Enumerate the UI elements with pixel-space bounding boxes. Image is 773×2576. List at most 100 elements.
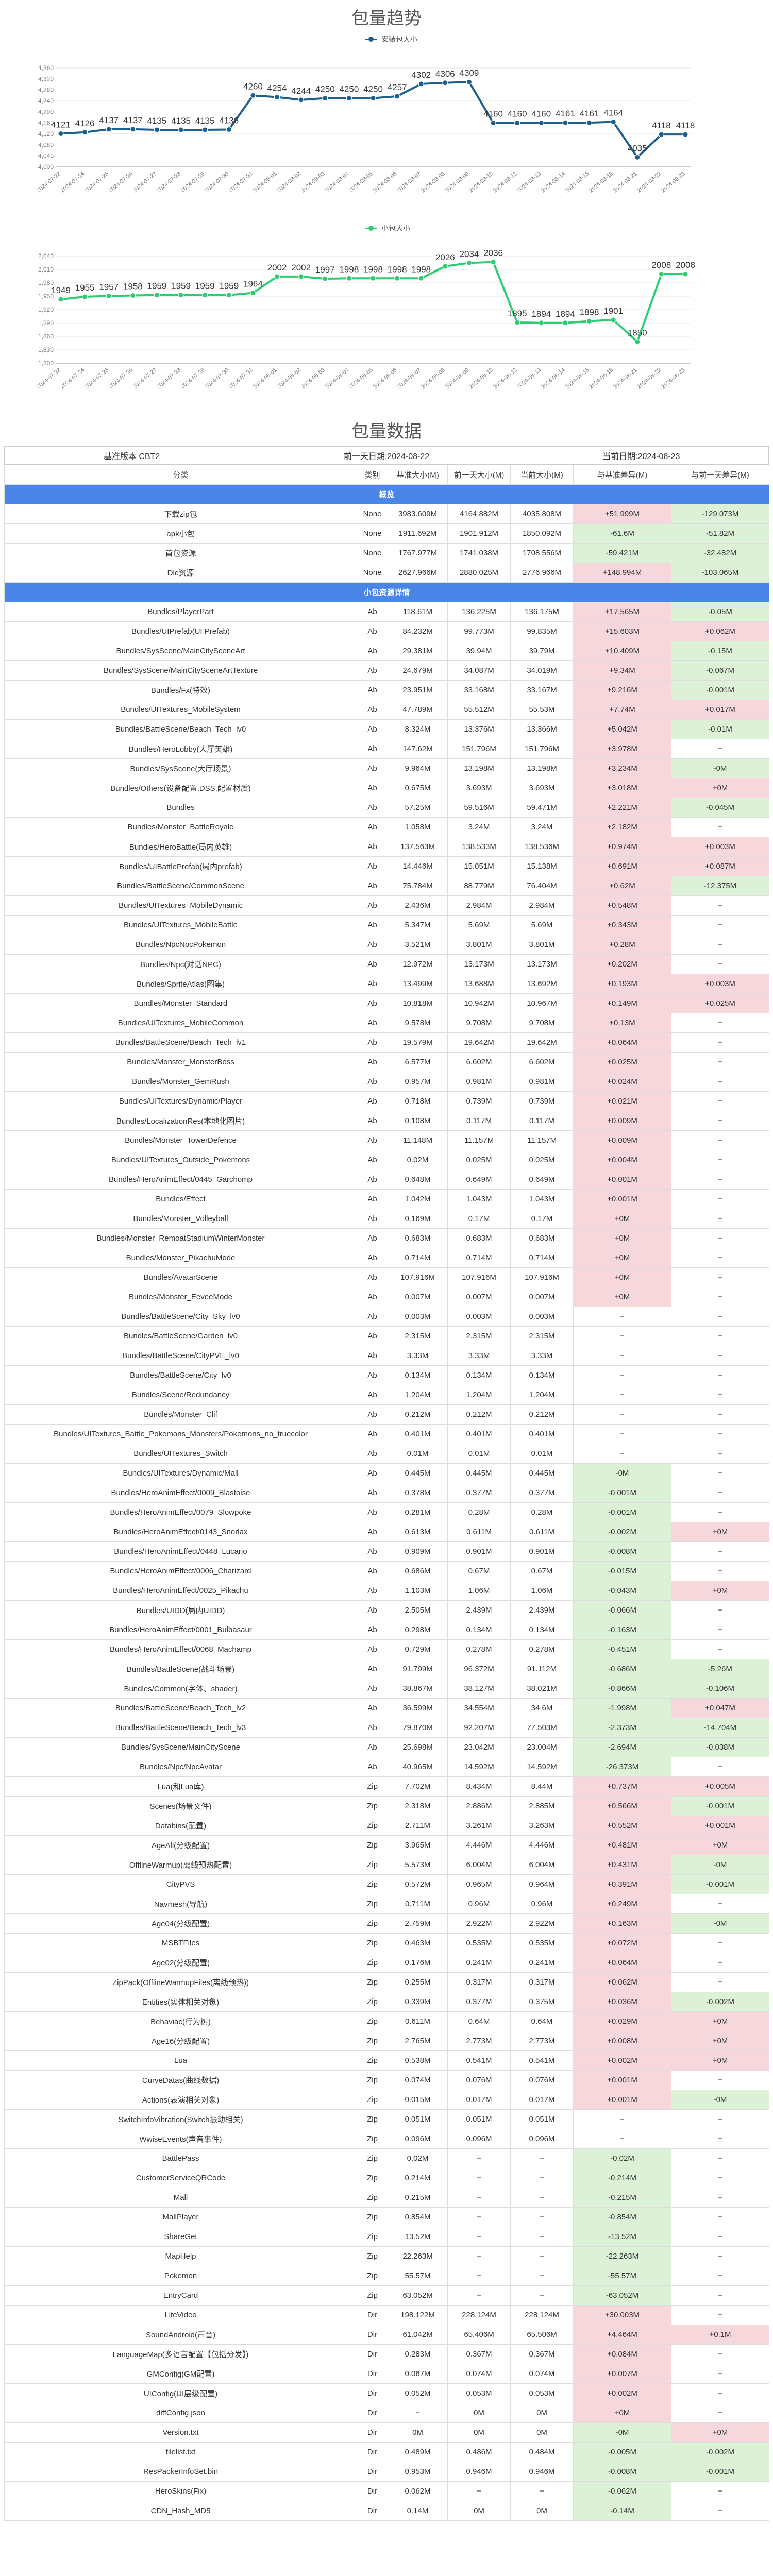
chart1-data-point[interactable]: [634, 154, 641, 160]
table-row[interactable]: Bundles/UITextures_MobileCommon Ab 9.578M 9…: [4, 1013, 769, 1033]
table-row[interactable]: ResPackerInfoSet.bin Dir 0.953M 0.946M 0.946…: [4, 2462, 769, 2482]
table-row[interactable]: Actions(表演相关对象) Zip 0.015M 0.017M 0.017M +0.0…: [4, 2090, 769, 2110]
chart2-data-point[interactable]: [154, 292, 160, 298]
chart2-data-point[interactable]: [274, 274, 280, 280]
chart1-data-point[interactable]: [130, 126, 136, 132]
table-row[interactable]: Entities(实体相关对象) Zip 0.339M 0.377M 0.375M +0.…: [4, 1992, 769, 2012]
table-row[interactable]: CityPVS Zip 0.572M 0.965M 0.964M +0.391M -0.00…: [4, 1874, 769, 1894]
chart1-data-point[interactable]: [562, 120, 568, 126]
table-row[interactable]: Bundles/HeroAnimEffect/0079_Slowpoke Ab 0.…: [4, 1502, 769, 1522]
table-row[interactable]: filelist.txt Dir 0.489M 0.486M 0.484M -0.005M…: [4, 2442, 769, 2462]
chart1-data-point[interactable]: [682, 131, 688, 138]
table-row[interactable]: ShareGet Zip 13.52M − − -13.52M −: [4, 2227, 769, 2247]
table-row[interactable]: CurveDatas(曲线数据) Zip 0.074M 0.076M 0.076M +0.…: [4, 2070, 769, 2090]
table-row[interactable]: Bundles/Fx(特效) Ab 23.951M 33.168M 33.167M +9.…: [4, 680, 769, 700]
chart2-data-point[interactable]: [682, 271, 688, 277]
table-row[interactable]: Bundles Ab 57.25M 59.516M 59.471M +2.221M -0.0…: [4, 798, 769, 818]
table-row[interactable]: Bundles/Monster_EeveeMode Ab 0.007M 0.007M 0…: [4, 1287, 769, 1307]
table-row[interactable]: Mall Zip 0.215M − − -0.215M −: [4, 2188, 769, 2208]
chart2-data-point[interactable]: [610, 317, 616, 323]
chart1-data-point[interactable]: [82, 129, 88, 135]
chart2-data-point[interactable]: [394, 275, 400, 281]
table-row[interactable]: Bundles/BattleScene/Beach_Tech_lv3 Ab 79.8…: [4, 1718, 769, 1738]
chart2-data-point[interactable]: [322, 276, 328, 282]
table-row[interactable]: Bundles/BattleScene/Beach_Tech_lv0 Ab 8.32…: [4, 719, 769, 739]
table-row[interactable]: 首包资源 None 1767.977M 1741.038M 1708.556M -59.4…: [4, 543, 769, 563]
table-row[interactable]: Bundles/HeroAnimEffect/0006_Charizard Ab 0…: [4, 1561, 769, 1581]
table-row[interactable]: apk小包 None 1911.692M 1901.912M 1850.092M -61.…: [4, 523, 769, 544]
table-row[interactable]: MapHelp Zip 22.263M − − -22.263M −: [4, 2246, 769, 2266]
chart2-data-point[interactable]: [106, 293, 112, 299]
table-row[interactable]: Bundles/BattleScene/City_Sky_lv0 Ab 0.003M…: [4, 1307, 769, 1327]
chart2-data-point[interactable]: [346, 275, 352, 281]
table-row[interactable]: Bundles/BattleScene/Beach_Tech_lv2 Ab 36.5…: [4, 1698, 769, 1718]
chart2-data-point[interactable]: [442, 263, 448, 269]
table-row[interactable]: Bundles/Monster_RemoatStadiumWinterMonst…: [4, 1228, 769, 1248]
table-row[interactable]: Bundles/HeroBattle(局内英雄) Ab 137.563M 138.53…: [4, 837, 769, 857]
table-row[interactable]: Age02(分级配置) Zip 0.176M 0.241M 0.241M +0.064M −: [4, 1953, 769, 1973]
table-row[interactable]: SwitchInfoVibration(Switch振动相关) Zip 0.051M…: [4, 2109, 769, 2129]
chart1-data-point[interactable]: [586, 120, 593, 126]
table-row[interactable]: 下载zip包 None 3983.609M 4164.882M 4035.808M +51…: [4, 504, 769, 524]
chart2-data-point[interactable]: [130, 293, 136, 299]
table-row[interactable]: Bundles/HeroAnimEffect/0009_Blastoise Ab 0…: [4, 1483, 769, 1503]
chart1-data-point[interactable]: [610, 119, 616, 125]
table-row[interactable]: Bundles/HeroAnimEffect/0001_Bulbasaur Ab 0…: [4, 1620, 769, 1640]
table-row[interactable]: CDN_Hash_MD5 Dir 0.14M 0M 0M -0.14M −: [4, 2501, 769, 2521]
chart1-data-point[interactable]: [178, 127, 184, 133]
table-row[interactable]: Dlc资源 None 2627.966M 2880.025M 2776.966M +148…: [4, 563, 769, 583]
table-row[interactable]: Version.txt Dir 0M 0M 0M -0M +0M: [4, 2422, 769, 2443]
table-row[interactable]: OfflineWarmup(离线预热配置) Zip 5.573M 6.004M 6.00…: [4, 1855, 769, 1875]
table-row[interactable]: ZipPack(OfflineWarmupFiles(离线预热)) Zip 0.25…: [4, 1972, 769, 1992]
table-row[interactable]: Databins(配置) Zip 2.711M 3.261M 3.263M +0.552M…: [4, 1816, 769, 1836]
table-row[interactable]: Bundles/Monster_PikachuMode Ab 0.714M 0.714…: [4, 1248, 769, 1268]
chart2-data-point[interactable]: [634, 338, 641, 345]
chart2-data-point[interactable]: [250, 290, 256, 296]
table-row[interactable]: Bundles/BattleScene/City_lv0 Ab 0.134M 0.13…: [4, 1365, 769, 1385]
table-row[interactable]: Bundles/HeroAnimEffect/0445_Garchomp Ab 0.…: [4, 1170, 769, 1190]
table-row[interactable]: Bundles/UITextures_Battle_Pokemons_Monst…: [4, 1424, 769, 1444]
table-row[interactable]: Lua(和Lua库) Zip 7.702M 8.434M 8.44M +0.737M +0.…: [4, 1776, 769, 1797]
chart2-data-point[interactable]: [466, 260, 472, 266]
table-row[interactable]: UIConfig(UI层级配置) Dir 0.052M 0.053M 0.053M +0.…: [4, 2383, 769, 2403]
chart1-data-point[interactable]: [226, 126, 232, 132]
chart1-data-point[interactable]: [466, 79, 472, 85]
table-row[interactable]: Bundles/UITextures_MobileBattle Ab 5.347M 5…: [4, 915, 769, 935]
chart1-legend[interactable]: 安装包大小: [365, 35, 417, 43]
chart2-data-point[interactable]: [202, 292, 208, 298]
chart2-data-point[interactable]: [298, 274, 304, 280]
chart1-data-point[interactable]: [250, 92, 256, 98]
table-row[interactable]: Bundles/Monster_Clif Ab 0.212M 0.212M 0.212M…: [4, 1404, 769, 1425]
table-row[interactable]: SoundAndroid(声音) Dir 61.042M 65.406M 65.506M…: [4, 2325, 769, 2345]
table-row[interactable]: Bundles/Monster_BattleRoyale Ab 1.058M 3.24…: [4, 817, 769, 837]
table-row[interactable]: Bundles/BattleScene(战斗场景) Ab 91.799M 96.372…: [4, 1659, 769, 1679]
table-row[interactable]: Bundles/Monster_MonsterBoss Ab 6.577M 6.602…: [4, 1052, 769, 1072]
table-row[interactable]: Scenes(场景文件) Zip 2.318M 2.886M 2.885M +0.566M…: [4, 1796, 769, 1816]
table-row[interactable]: Bundles/PlayerPart Ab 118.61M 136.225M 136.1…: [4, 602, 769, 622]
table-row[interactable]: Bundles/SysScene/MainCityScene Ab 25.698M 2…: [4, 1737, 769, 1757]
table-row[interactable]: LiteVideo Dir 198.122M 228.124M 228.124M +30.…: [4, 2305, 769, 2325]
chart2-legend[interactable]: 小包大小: [365, 224, 410, 232]
table-row[interactable]: Age16(分级配置) Zip 2.765M 2.773M 2.773M +0.008M +…: [4, 2031, 769, 2051]
table-row[interactable]: EntryCard Zip 63.052M − − -63.052M −: [4, 2285, 769, 2306]
table-row[interactable]: Bundles/Npc/NpcAvatar Ab 40.965M 14.592M 14.…: [4, 1757, 769, 1777]
table-row[interactable]: Bundles/BattleScene/Beach_Tech_lv1 Ab 19.5…: [4, 1032, 769, 1053]
table-row[interactable]: Bundles/UITextures_Outside_Pokemons Ab 0.0…: [4, 1150, 769, 1170]
chart2-data-point[interactable]: [178, 292, 184, 298]
table-row[interactable]: WwiseEvents(声音事件) Zip 0.096M 0.096M 0.096M − −: [4, 2129, 769, 2149]
table-row[interactable]: Bundles/BattleScene/CommonScene Ab 75.784M…: [4, 876, 769, 896]
table-row[interactable]: Bundles/HeroAnimEffect/0025_Pikachu Ab 1.1…: [4, 1581, 769, 1601]
chart1-data-point[interactable]: [418, 81, 424, 87]
chart1-data-point[interactable]: [490, 120, 496, 126]
table-row[interactable]: Bundles/HeroAnimEffect/0448_Lucario Ab 0.9…: [4, 1541, 769, 1562]
table-row[interactable]: Bundles/Monster_GemRush Ab 0.957M 0.981M 0.9…: [4, 1072, 769, 1092]
table-row[interactable]: Navmesh(导航) Zip 0.711M 0.96M 0.96M +0.249M −: [4, 1894, 769, 1914]
table-row[interactable]: Bundles/UITextures_MobileSystem Ab 47.789M…: [4, 700, 769, 720]
chart1-data-point[interactable]: [58, 130, 64, 137]
chart1-data-point[interactable]: [514, 120, 520, 126]
table-row[interactable]: Bundles/UITextures/Dynamic/Player Ab 0.718…: [4, 1091, 769, 1111]
table-row[interactable]: HeroSkins(Fix) Dir 0.062M − − -0.062M −: [4, 2481, 769, 2501]
table-row[interactable]: Bundles/LocalizationRes(本地化图片) Ab 0.108M 0.…: [4, 1111, 769, 1131]
table-row[interactable]: MSBTFiles Zip 0.463M 0.535M 0.535M +0.072M −: [4, 1933, 769, 1953]
table-row[interactable]: Bundles/SysScene/MainCitySceneArt Ab 29.38…: [4, 641, 769, 661]
